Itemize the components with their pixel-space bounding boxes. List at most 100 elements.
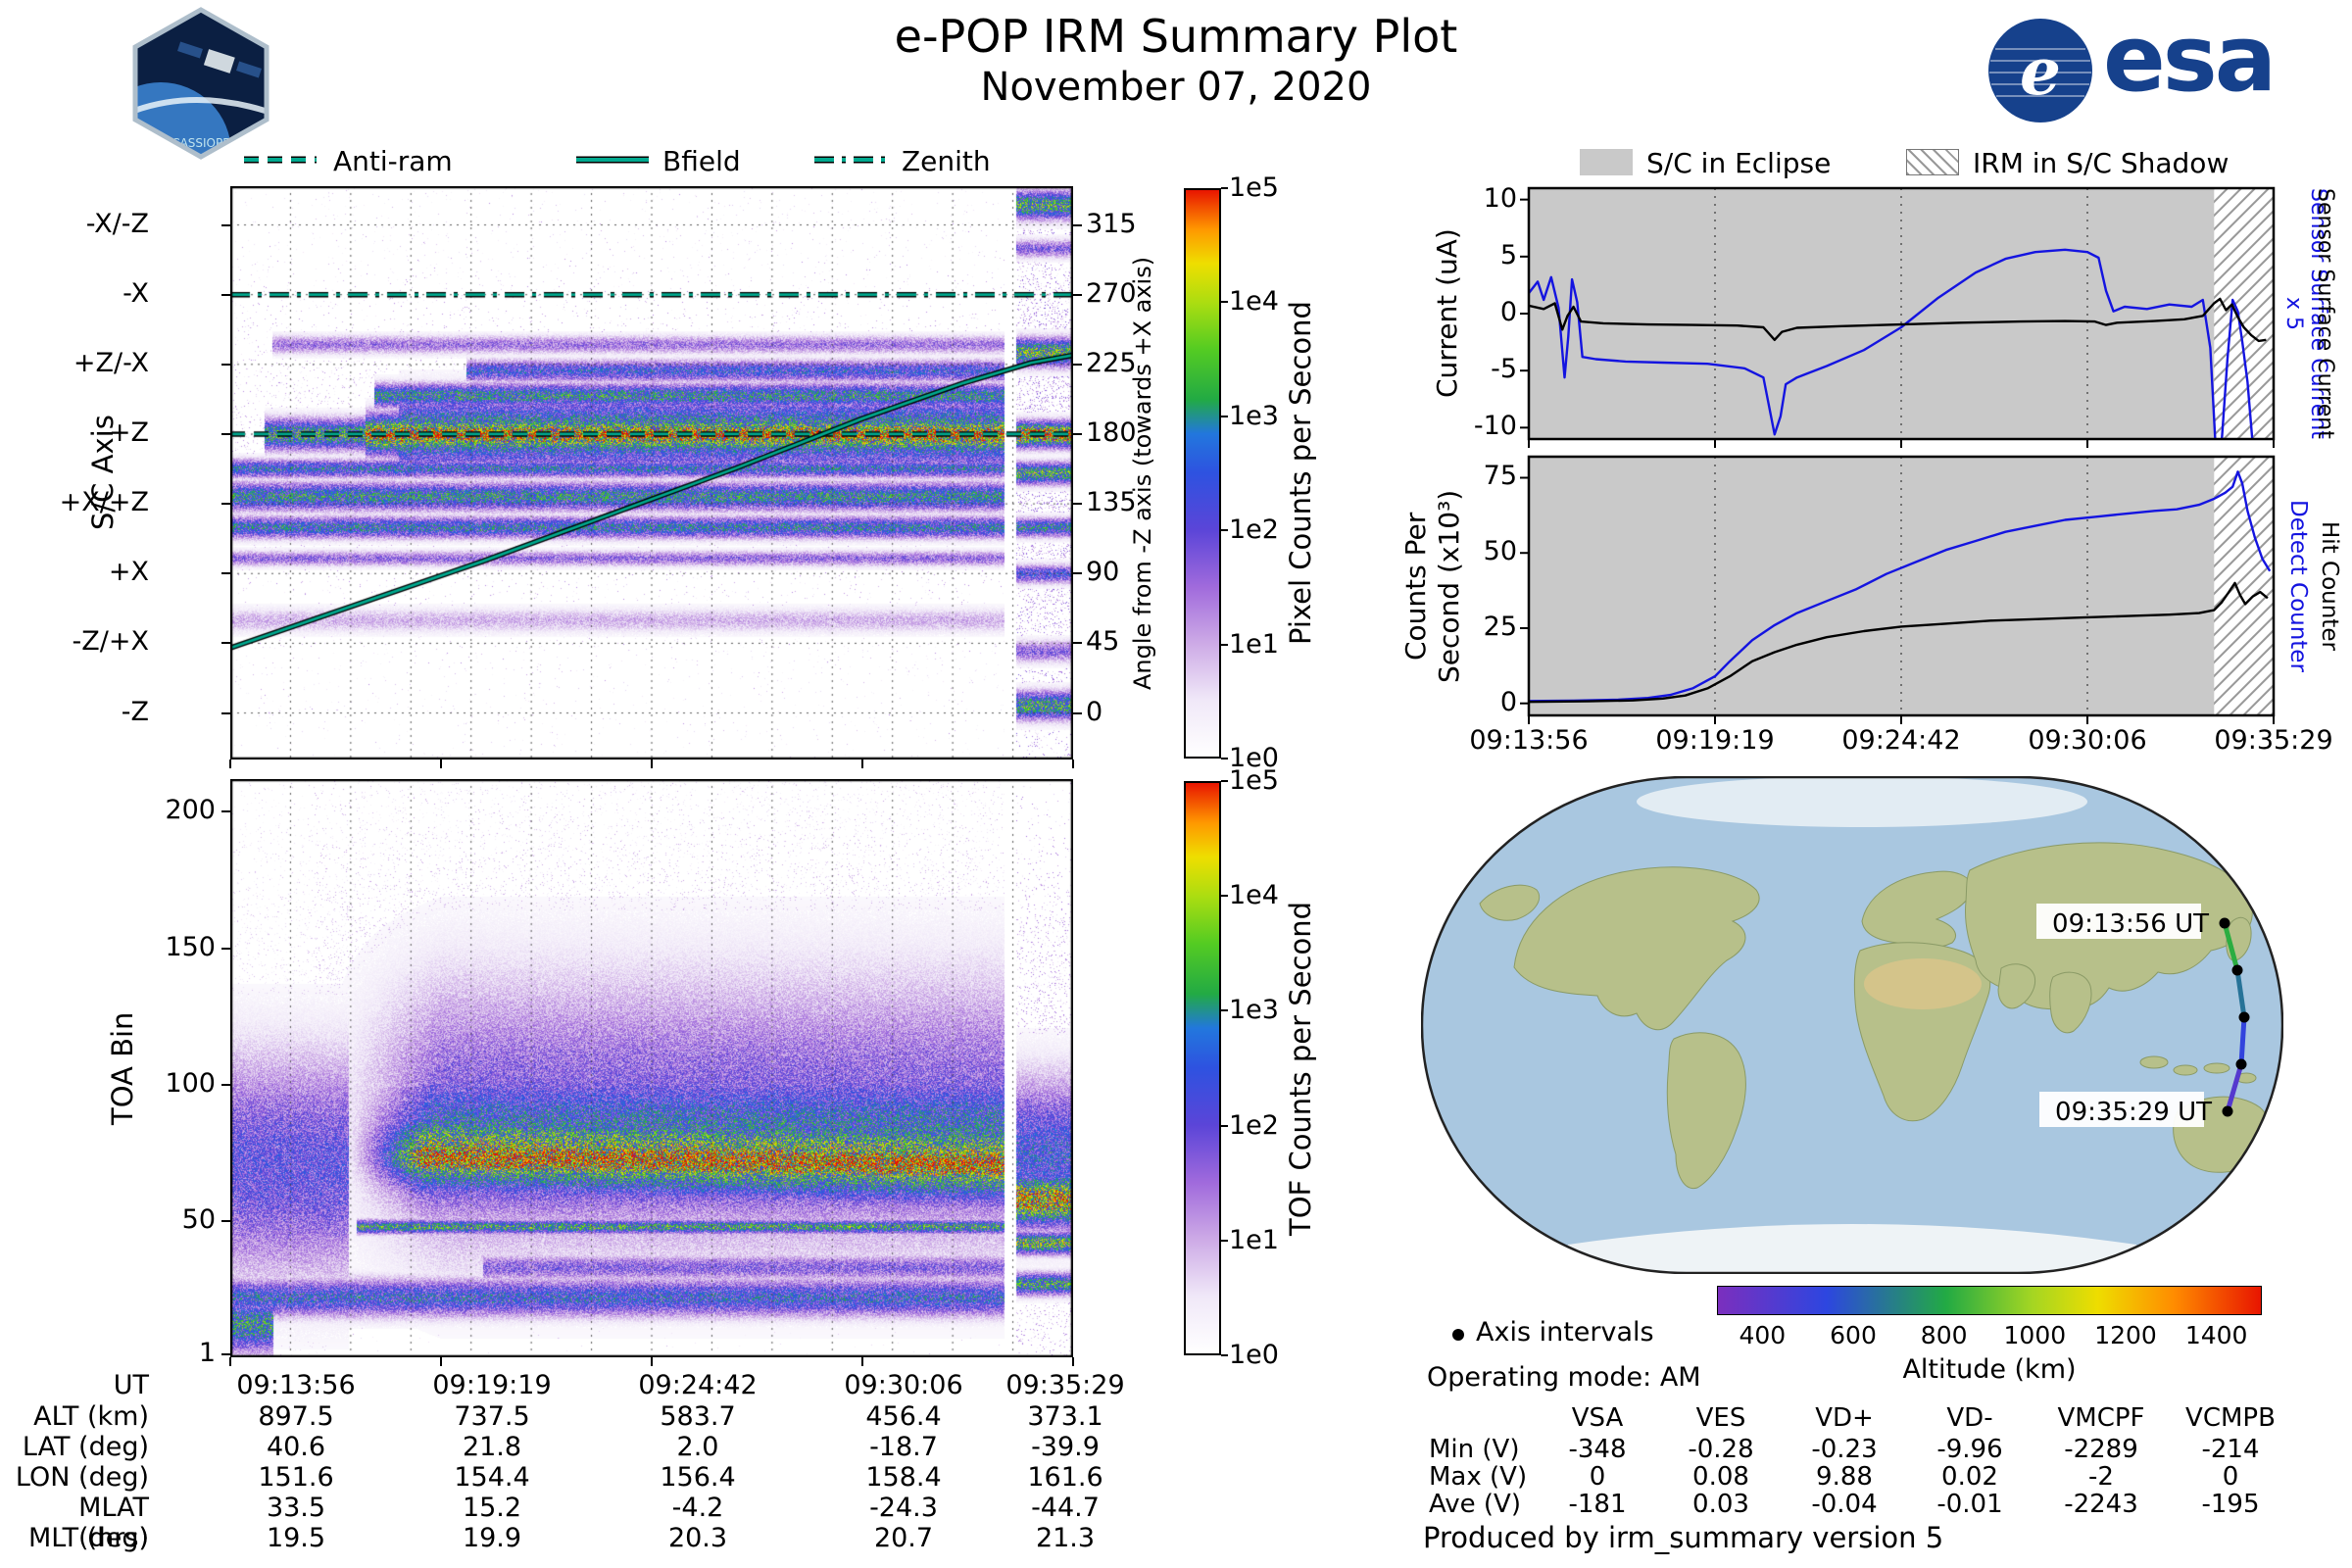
anti-ram-label: Anti-ram — [333, 145, 453, 177]
ephemeris-value: 2.0 — [676, 1432, 719, 1462]
series-hit-counter — [1529, 581, 2269, 704]
voltage-value: -0.01 — [1936, 1490, 2003, 1519]
island-sumatra — [2139, 1055, 2169, 1069]
sc-axis-tick-label: +X — [108, 557, 149, 588]
pixel-cbar-tick-label: 1e3 — [1229, 400, 1279, 431]
tick-mark — [221, 572, 230, 575]
tick-mark — [1221, 187, 1228, 189]
esa-wordmark: esa — [2103, 6, 2277, 113]
tick-mark — [221, 947, 230, 950]
voltage-value: 0 — [2222, 1462, 2239, 1492]
ephemeris-value: 09:13:56 — [236, 1370, 356, 1400]
zenith-label: Zenith — [902, 145, 991, 177]
panel-ytick-label: 5 — [1499, 239, 1517, 270]
ephemeris-value: 33.5 — [266, 1493, 326, 1523]
panel-ytick-label: 0 — [1499, 297, 1517, 327]
voltage-value: -0.23 — [1811, 1435, 1878, 1464]
altitude-tick-label: 800 — [1920, 1321, 1968, 1349]
tick-mark — [221, 432, 230, 435]
time-tick-label: 09:30:06 — [2028, 725, 2147, 756]
series-sensor-surface-current — [1529, 297, 2267, 343]
eclipse-label: S/C in Eclipse — [1646, 147, 1832, 179]
ephemeris-row-label: MLAT (deg) — [78, 1493, 149, 1553]
cassiope-mission-patch: CASSIOPE — [132, 7, 270, 160]
angle-tick-label: 270 — [1086, 277, 1137, 309]
axis-interval-dot — [2238, 1011, 2250, 1023]
tof-counts-colorbar-title: TOF Counts per Second — [1284, 901, 1317, 1236]
world-map: 09:13:56 UT 09:35:29 UT — [1421, 776, 2283, 1274]
ephemeris-row-label: LAT (deg) — [22, 1432, 149, 1462]
pixel-cbar-tick-label: 1e2 — [1229, 514, 1279, 546]
tick-mark — [1221, 758, 1228, 760]
tick-mark — [221, 642, 230, 645]
panel-ytick-label: -5 — [1491, 354, 1517, 385]
esa-e-glyph: e — [2020, 33, 2061, 110]
bfield-line-sample — [576, 156, 649, 164]
ephemeris-value: 154.4 — [454, 1462, 530, 1493]
arctic-ice — [1637, 777, 2087, 827]
tick-mark — [1073, 503, 1082, 506]
continent-arabia — [1997, 963, 2036, 1009]
toa-tick-label: 50 — [181, 1203, 216, 1235]
tick-mark — [1221, 301, 1228, 304]
toa-tick-label: 100 — [165, 1067, 216, 1099]
voltage-value: -181 — [1568, 1490, 1627, 1519]
angle-tick-label: 135 — [1086, 487, 1137, 518]
sc-axis-tick-label: +Z/-X — [73, 347, 149, 378]
continent-alaska — [1479, 884, 1541, 921]
tick-mark — [221, 1219, 230, 1222]
page-title: e-POP IRM Summary Plot — [894, 10, 1458, 63]
voltage-row-label: Ave (V) — [1429, 1490, 1521, 1519]
antarctica — [1568, 1224, 2136, 1273]
tick-mark — [1073, 711, 1082, 714]
ephemeris-value: 20.7 — [873, 1523, 934, 1553]
voltage-value: -2289 — [2064, 1435, 2138, 1464]
tick-mark — [221, 223, 230, 226]
tick-mark — [1221, 529, 1228, 532]
tick-mark — [1221, 1239, 1228, 1242]
tick-mark — [221, 293, 230, 296]
orbit-track-segment — [2225, 1061, 2244, 1114]
tick-mark — [229, 760, 231, 768]
esa-logo-icon: e — [1988, 19, 2092, 122]
axis-interval-dot — [2231, 964, 2243, 976]
voltage-value: -2 — [2088, 1462, 2114, 1492]
pixel-counts-colorbar — [1184, 188, 1221, 759]
tick-mark — [861, 1357, 863, 1366]
current-panel — [1520, 186, 2276, 448]
altitude-tick-label: 400 — [1739, 1321, 1787, 1349]
tick-mark — [861, 760, 863, 768]
tick-mark — [221, 1083, 230, 1086]
tick-mark — [440, 760, 442, 768]
island-java — [2173, 1064, 2198, 1076]
toa-tick-label: 200 — [165, 795, 216, 826]
angle-tick-label: 45 — [1086, 626, 1120, 658]
voltage-col-header: VD- — [1946, 1403, 1993, 1433]
panel-plot-area — [1529, 188, 2274, 439]
track-start-label-bg — [2036, 904, 2201, 939]
time-tick-label: 09:13:56 — [1469, 725, 1589, 756]
altitude-tick-label: 1200 — [2094, 1321, 2157, 1349]
ephemeris-value: 19.9 — [462, 1523, 522, 1553]
ephemeris-row-label: LON (deg) — [15, 1462, 149, 1493]
ephemeris-row-label: MLT (hrs) — [27, 1523, 149, 1553]
axis-interval-dot — [2222, 1105, 2233, 1117]
tick-mark — [221, 363, 230, 366]
panel-ytick-label: 75 — [1483, 461, 1517, 492]
produced-by: Produced by irm_summary version 5 — [1423, 1521, 1944, 1554]
counts-panel — [1520, 455, 2276, 724]
series-detect-counter — [1529, 470, 2272, 703]
voltage-col-header: VD+ — [1815, 1403, 1874, 1433]
series-sensor-surface-current-x-5 — [1529, 248, 2254, 439]
eclipse-region-cover — [1529, 457, 2215, 715]
orbit-track-segment — [2234, 967, 2247, 1020]
ephemeris-value: 09:30:06 — [844, 1370, 963, 1400]
voltage-value: -0.04 — [1811, 1490, 1878, 1519]
patch-art: CASSIOPE — [135, 10, 267, 157]
angle-tick-label: 315 — [1086, 208, 1137, 239]
track-end-label-bg — [2039, 1092, 2204, 1127]
voltage-col-header: VSA — [1571, 1403, 1624, 1433]
tick-mark — [221, 711, 230, 714]
voltage-value: 0.02 — [1941, 1462, 1998, 1492]
track-end-label: 09:35:29 UT — [2055, 1098, 2212, 1127]
